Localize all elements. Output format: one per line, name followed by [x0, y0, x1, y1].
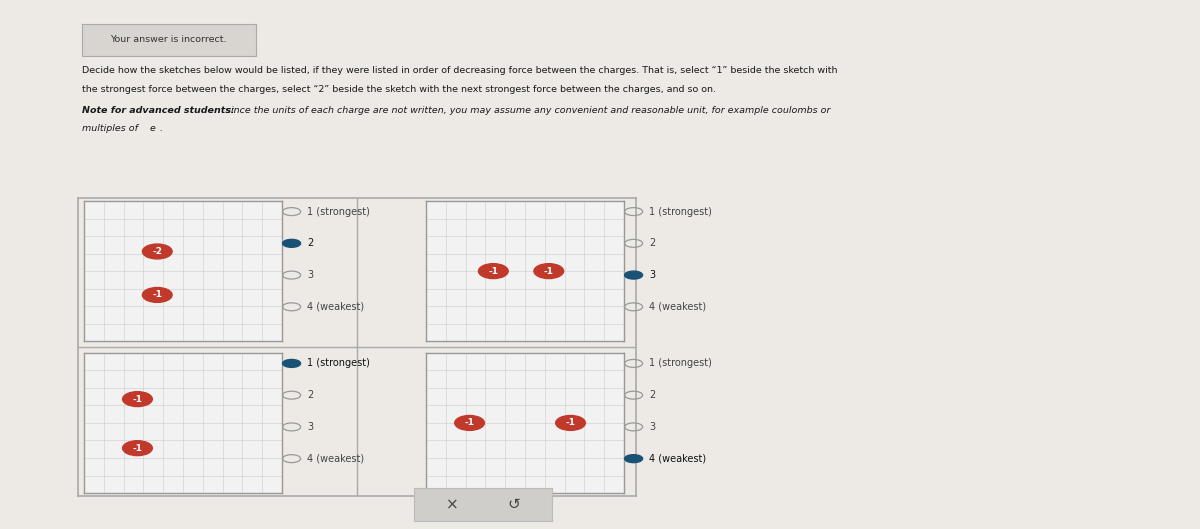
Text: 2: 2	[307, 239, 313, 248]
Ellipse shape	[455, 415, 485, 431]
Ellipse shape	[479, 263, 508, 279]
Text: 2: 2	[649, 390, 655, 400]
Text: -1: -1	[132, 444, 143, 453]
Text: 1 (strongest): 1 (strongest)	[649, 207, 712, 216]
Ellipse shape	[143, 287, 172, 303]
Text: -2: -2	[152, 247, 162, 256]
Text: 2: 2	[307, 390, 313, 400]
Text: 4 (weakest): 4 (weakest)	[649, 302, 707, 312]
Text: 2: 2	[649, 239, 655, 248]
Ellipse shape	[122, 391, 152, 407]
Text: 4 (weakest): 4 (weakest)	[649, 454, 707, 463]
Text: ×: ×	[446, 497, 460, 512]
Text: 3: 3	[649, 270, 655, 280]
Text: multiples of: multiples of	[82, 124, 140, 133]
Text: 3: 3	[307, 270, 313, 280]
Text: 1 (strongest): 1 (strongest)	[649, 359, 712, 368]
Ellipse shape	[534, 263, 564, 279]
Text: -1: -1	[544, 267, 553, 276]
Text: -1: -1	[152, 290, 162, 299]
Ellipse shape	[143, 244, 172, 259]
Text: 3: 3	[649, 422, 655, 432]
Text: -1: -1	[565, 418, 576, 427]
Text: -1: -1	[488, 267, 498, 276]
Text: the strongest force between the charges, select “2” beside the sketch with the n: the strongest force between the charges,…	[82, 85, 715, 94]
Text: since the units of each charge are not written, you may assume any convenient an: since the units of each charge are not w…	[223, 106, 830, 115]
Text: 3: 3	[307, 422, 313, 432]
Text: 4 (weakest): 4 (weakest)	[307, 454, 365, 463]
Text: 4 (weakest): 4 (weakest)	[307, 302, 365, 312]
Ellipse shape	[122, 441, 152, 455]
Text: 1 (strongest): 1 (strongest)	[307, 359, 370, 368]
Text: e: e	[150, 124, 156, 133]
Text: Note for advanced students:: Note for advanced students:	[82, 106, 234, 115]
Text: Decide how the sketches below would be listed, if they were listed in order of d: Decide how the sketches below would be l…	[82, 66, 838, 75]
Text: ↺: ↺	[506, 497, 520, 512]
Text: 1 (strongest): 1 (strongest)	[307, 207, 370, 216]
Text: -1: -1	[464, 418, 474, 427]
Ellipse shape	[556, 415, 586, 431]
Text: -1: -1	[132, 395, 143, 404]
Text: .: .	[160, 124, 163, 133]
Text: Your answer is incorrect.: Your answer is incorrect.	[110, 35, 227, 44]
